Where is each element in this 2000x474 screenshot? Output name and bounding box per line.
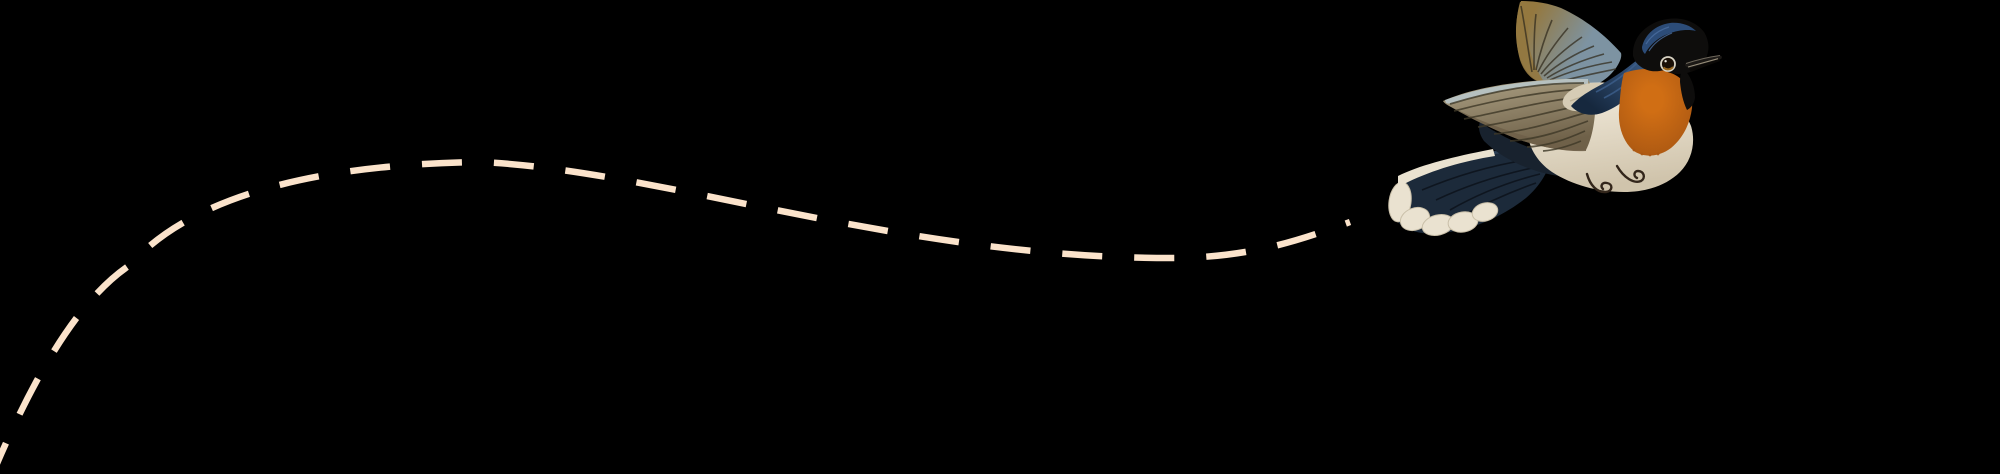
beak-ridge-line [1685,55,1721,64]
crown-highlight-lines [1645,26,1673,52]
bird-breast [1618,68,1693,157]
bird-beak [1684,55,1722,72]
nape-shape [1571,52,1649,115]
eye-iris-crescent [1662,66,1674,71]
eye-glint [1664,60,1667,63]
bird-foot-right [1615,164,1646,183]
bird-far-wing [1515,1,1622,90]
far-wing-feather-lines [1520,5,1617,84]
bird-feet [1585,164,1646,194]
bird-foot-left [1585,172,1613,194]
breast-speckles [1632,148,1660,157]
bird-head [1632,18,1722,110]
near-wing-lower-band [1451,107,1586,152]
beak-gape-line [1687,58,1719,68]
flight-path-dashed-line [0,158,1352,465]
crown-blue-patch [1642,22,1696,54]
bird-eye [1660,56,1676,72]
far-wing-shape [1515,1,1622,90]
breast-shape [1618,68,1693,156]
tail-white-top-edge [1398,149,1495,190]
head-collar [1680,68,1695,110]
tail-white-tips [1388,181,1499,236]
bird-illustration [1388,1,1722,236]
beak-lower [1689,59,1720,72]
